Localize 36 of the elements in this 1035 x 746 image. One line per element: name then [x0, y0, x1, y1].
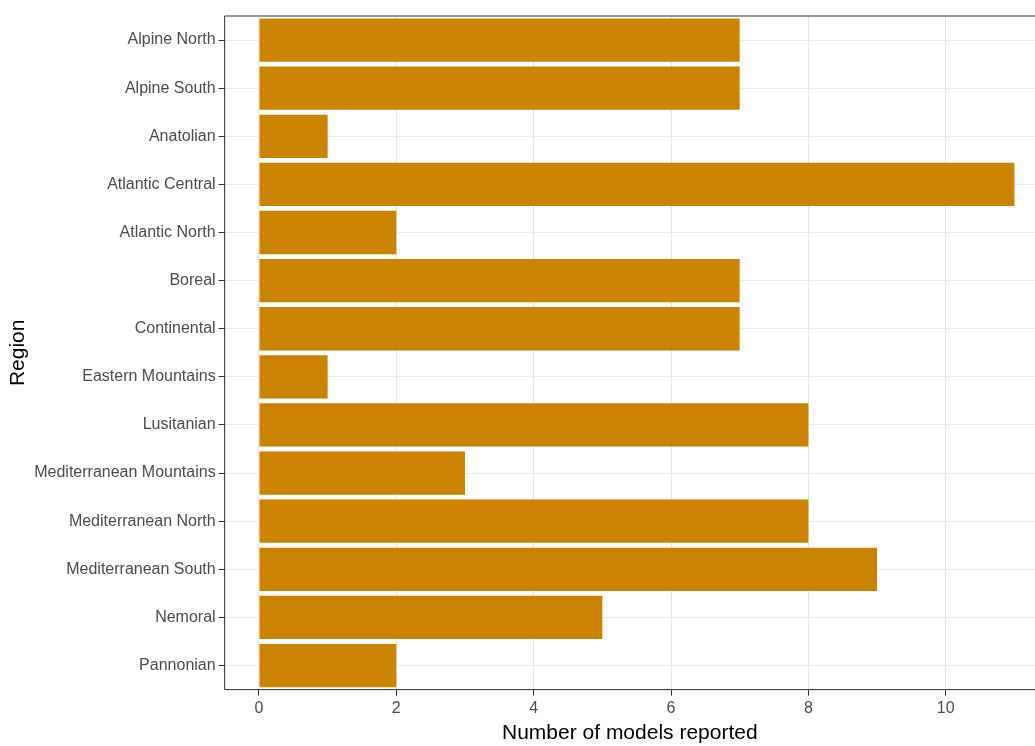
x-tick-label: 8	[803, 698, 813, 716]
bar	[259, 595, 603, 640]
bar	[259, 114, 328, 158]
y-tick-label: Mediterranean South	[66, 559, 216, 577]
bar	[259, 547, 878, 591]
x-tick-label: 2	[391, 698, 401, 716]
y-tick-label: Nemoral	[155, 607, 216, 625]
x-tick-label: 6	[666, 698, 676, 716]
bar	[259, 258, 740, 303]
y-tick-label: Alpine South	[124, 78, 216, 96]
x-tick-label: 10	[936, 698, 955, 716]
bar	[259, 307, 740, 351]
bar	[259, 403, 809, 447]
bar	[259, 643, 397, 688]
x-axis-title: Number of models reported	[502, 720, 758, 744]
y-tick-label: Mediterranean Mountains	[34, 463, 216, 481]
y-tick-label: Alpine North	[127, 30, 216, 48]
bar	[259, 355, 328, 399]
y-tick-label: Pannonian	[139, 655, 216, 673]
y-tick-label: Eastern Mountains	[82, 367, 216, 385]
bar	[259, 210, 397, 255]
y-tick-label: Mediterranean North	[68, 511, 216, 529]
bar	[259, 18, 740, 62]
y-tick-label: Boreal	[169, 271, 216, 289]
y-tick-label: Atlantic North	[119, 222, 216, 240]
bar	[259, 66, 740, 110]
x-tick-label: 4	[529, 698, 539, 716]
bar	[259, 451, 465, 495]
x-tick-label: 0	[254, 698, 264, 716]
y-tick-label: Atlantic Central	[107, 174, 216, 192]
bar	[259, 162, 1015, 207]
bar	[259, 499, 809, 543]
y-tick-label: Lusitanian	[142, 415, 216, 433]
y-axis-title: Region	[5, 319, 29, 387]
y-tick-label: Continental	[134, 319, 216, 337]
y-tick-label: Anatolian	[148, 126, 216, 144]
